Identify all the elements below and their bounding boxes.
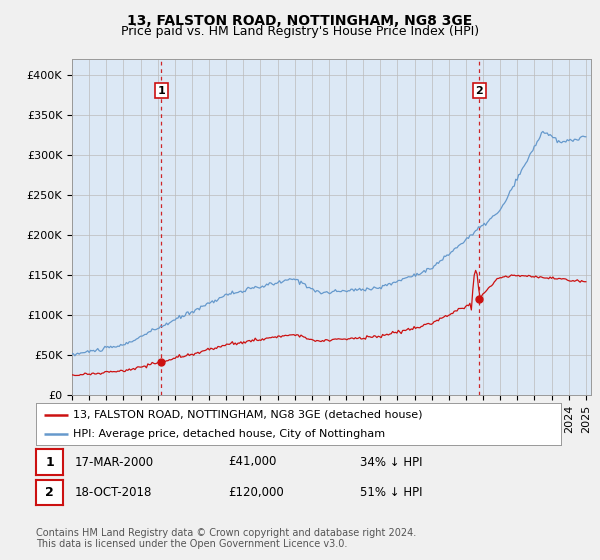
Text: 2: 2	[45, 486, 54, 500]
Text: 1: 1	[157, 86, 165, 96]
Text: 13, FALSTON ROAD, NOTTINGHAM, NG8 3GE (detached house): 13, FALSTON ROAD, NOTTINGHAM, NG8 3GE (d…	[73, 409, 422, 419]
Text: £41,000: £41,000	[228, 455, 277, 469]
Text: HPI: Average price, detached house, City of Nottingham: HPI: Average price, detached house, City…	[73, 429, 385, 439]
Text: 1: 1	[45, 455, 54, 469]
Text: Contains HM Land Registry data © Crown copyright and database right 2024.
This d: Contains HM Land Registry data © Crown c…	[36, 528, 416, 549]
Text: 13, FALSTON ROAD, NOTTINGHAM, NG8 3GE: 13, FALSTON ROAD, NOTTINGHAM, NG8 3GE	[127, 14, 473, 28]
Text: 18-OCT-2018: 18-OCT-2018	[75, 486, 152, 500]
Text: 34% ↓ HPI: 34% ↓ HPI	[360, 455, 422, 469]
Text: Price paid vs. HM Land Registry's House Price Index (HPI): Price paid vs. HM Land Registry's House …	[121, 25, 479, 38]
Text: 51% ↓ HPI: 51% ↓ HPI	[360, 486, 422, 500]
Text: 2: 2	[476, 86, 484, 96]
Text: 17-MAR-2000: 17-MAR-2000	[75, 455, 154, 469]
Text: £120,000: £120,000	[228, 486, 284, 500]
